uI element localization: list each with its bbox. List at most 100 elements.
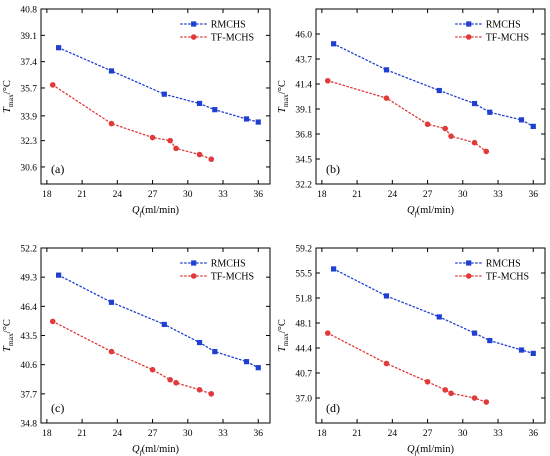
chart-panel-3: 18 21 24 27 30 33 36 34.8 37.7 40.6 43.5 46.4 49.3 52… (2, 245, 271, 456)
data-point-tf-mchs (448, 390, 454, 397)
data-point-rmchs (243, 116, 250, 122)
legend-marker-square (191, 21, 197, 27)
data-point-tf-mchs (324, 77, 331, 84)
data-point-rmchs (161, 321, 167, 328)
x-tick-label: 18 (42, 429, 52, 439)
x-tick-label: 21 (77, 190, 87, 200)
y-tick-label: 40.7 (295, 370, 312, 380)
series-line-rmchs (57, 47, 259, 123)
x-tick-label: 36 (254, 429, 264, 439)
x-axis-label: Qf(ml/min) (407, 444, 455, 456)
legend-label-tf-mchs: TF-MCHS (486, 33, 529, 44)
data-point-rmchs (331, 41, 337, 47)
data-point-rmchs (487, 337, 493, 344)
y-tick-label: 43.5 (20, 332, 37, 342)
x-tick-label: 33 (493, 190, 503, 200)
legend-label-rmchs: RMCHS (486, 259, 521, 270)
data-point-rmchs (161, 91, 167, 97)
x-axis-label: Qf(ml/min) (132, 205, 180, 218)
x-tick-label: 30 (183, 190, 193, 200)
data-point-rmchs (108, 68, 115, 74)
chart-panel-1: 18 21 24 27 30 33 36 30.6 32.3 33.9 35.7 37.4 39.1 40… (2, 6, 271, 218)
x-tick-label: 30 (458, 429, 468, 439)
y-tick-label: 33.9 (20, 112, 37, 122)
series-line-tf-mchs (327, 332, 487, 403)
data-point-rmchs (436, 314, 442, 320)
panel-label: (a) (51, 162, 64, 176)
x-tick-label: 33 (493, 429, 503, 439)
data-point-rmchs (471, 330, 478, 336)
data-point-rmchs (518, 347, 525, 353)
data-point-rmchs (243, 359, 250, 365)
data-point-tf-mchs (483, 148, 490, 155)
data-point-tf-mchs (173, 379, 179, 386)
data-point-rmchs (196, 339, 203, 346)
data-point-tf-mchs (208, 156, 215, 163)
y-tick-label: 34.5 (295, 156, 312, 166)
y-axis-label: Tmax/°C (2, 80, 15, 113)
x-tick-label: 33 (218, 429, 228, 439)
data-point-tf-mchs (424, 121, 431, 128)
y-tick-label: 55.5 (295, 270, 312, 280)
data-point-tf-mchs (442, 387, 448, 393)
legend-label-rmchs: RMCHS (211, 20, 246, 31)
legend-label-tf-mchs: TF-MCHS (486, 272, 529, 283)
y-axis-label: Tmax/°C (2, 319, 15, 352)
x-tick-label: 27 (423, 429, 433, 439)
y-tick-label: 51.8 (295, 295, 312, 305)
plot-frame (315, 8, 546, 185)
data-point-rmchs (530, 123, 536, 129)
series-line-rmchs (57, 274, 259, 369)
y-tick-label: 46.0 (295, 31, 312, 41)
legend-marker-circle (465, 34, 472, 40)
x-tick-label: 36 (254, 190, 264, 200)
panel-label: (d) (326, 401, 340, 415)
series-line-tf-mchs (52, 84, 212, 160)
data-point-tf-mchs (167, 137, 173, 144)
data-point-rmchs (471, 100, 478, 107)
y-tick-label: 34.8 (20, 420, 37, 430)
data-point-tf-mchs (149, 366, 156, 373)
y-tick-label: 40.6 (20, 361, 37, 371)
y-tick-label: 37.7 (20, 390, 37, 400)
x-tick-label: 30 (183, 429, 193, 439)
y-tick-label: 52.2 (20, 245, 37, 255)
data-point-tf-mchs (49, 82, 56, 88)
panel-label: (c) (51, 401, 64, 415)
x-tick-label: 24 (113, 429, 123, 439)
x-tick-label: 21 (352, 190, 362, 200)
x-tick-label: 36 (529, 429, 539, 439)
y-tick-label: 35.7 (20, 84, 37, 94)
data-point-tf-mchs (471, 139, 478, 146)
series-line-tf-mchs (327, 80, 487, 153)
data-point-rmchs (56, 45, 62, 51)
data-point-rmchs (331, 266, 337, 272)
data-point-rmchs (255, 365, 261, 371)
data-point-tf-mchs (448, 133, 454, 139)
legend-marker-square (466, 21, 472, 27)
data-point-tf-mchs (108, 120, 115, 127)
data-point-tf-mchs (108, 348, 115, 355)
data-point-rmchs (212, 107, 218, 113)
legend-marker-circle (190, 273, 197, 279)
data-point-tf-mchs (471, 395, 478, 401)
y-tick-label: 32.2 (295, 181, 312, 191)
x-tick-label: 27 (148, 190, 158, 200)
x-axis-label: Qf(ml/min) (132, 444, 180, 456)
data-point-tf-mchs (149, 134, 156, 141)
y-tick-label: 32.3 (20, 137, 37, 147)
data-point-tf-mchs (196, 387, 203, 393)
data-point-rmchs (530, 350, 536, 357)
y-axis-label: Tmax/°C (277, 319, 290, 352)
data-point-tf-mchs (383, 360, 390, 367)
x-tick-label: 18 (42, 190, 52, 200)
legend-label-tf-mchs: TF-MCHS (211, 33, 254, 44)
y-tick-label: 43.7 (295, 56, 312, 66)
y-tick-label: 37.4 (20, 58, 37, 68)
data-point-rmchs (56, 272, 62, 278)
x-tick-label: 18 (317, 429, 327, 439)
data-point-tf-mchs (424, 378, 431, 385)
y-axis-label: Tmax/°C (277, 80, 290, 113)
data-point-rmchs (487, 109, 493, 115)
